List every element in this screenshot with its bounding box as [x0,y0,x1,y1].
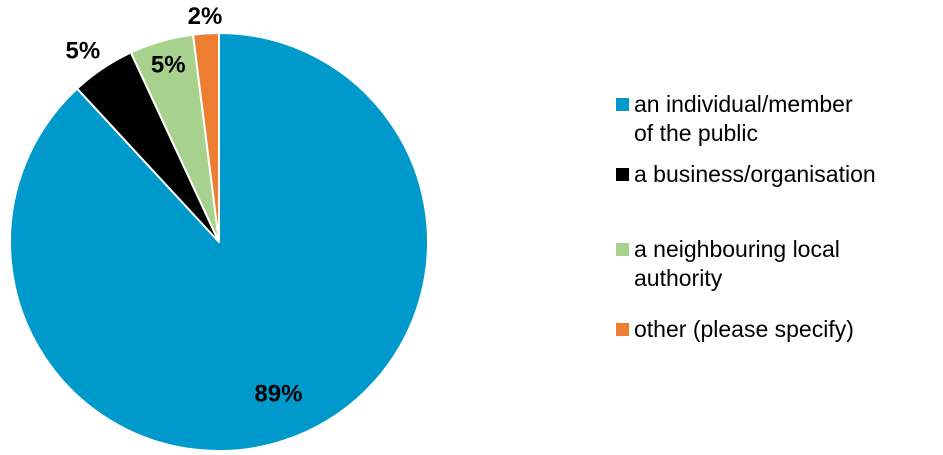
pie-data-label-4: 2% [188,3,223,30]
pie-slice-4 [192,32,220,243]
legend-swatch-3 [616,243,629,256]
legend-swatch-4 [616,323,629,336]
legend-label-2-line-1: a business/organisation [634,161,876,187]
legend-label-3-line-1: a neighbouring local [634,236,840,262]
legend: an individual/member of the public a busin… [616,91,876,342]
pie-data-label-1: 89% [254,380,302,407]
legend-label-1-line-1: an individual/member [634,91,853,117]
legend-swatch-2 [616,168,629,181]
pie-data-label-3: 5% [151,52,186,79]
legend-label-3-line-2: authority [634,265,723,291]
legend-entry-4: other (please specify) [616,316,854,342]
pie-slices [9,32,429,452]
legend-label-4-line-1: other (please specify) [634,316,854,342]
pie-data-labels: 89%5%5%2% [66,3,303,407]
legend-entry-2: a business/organisation [616,161,876,187]
pie-data-label-2: 5% [66,38,101,65]
legend-entry-1: an individual/member of the public [616,91,853,146]
legend-swatch-1 [616,98,629,111]
legend-label-1-line-2: of the public [634,120,758,146]
legend-entry-3: a neighbouring local authority [616,236,840,291]
